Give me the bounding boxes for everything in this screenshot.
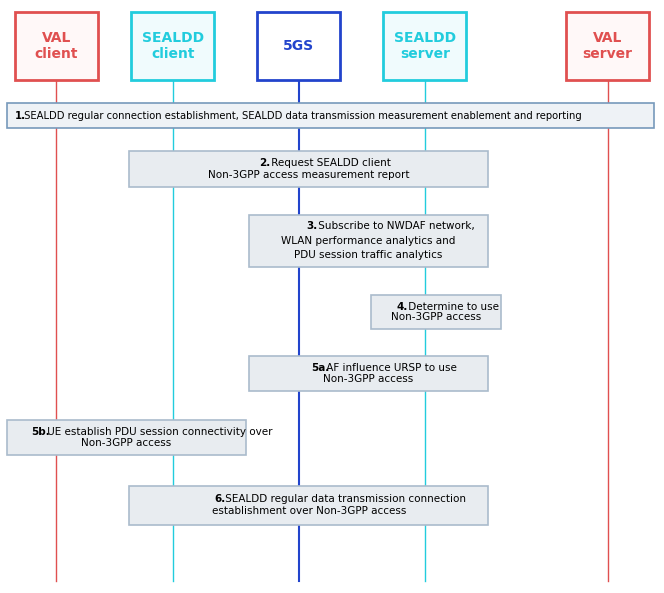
Text: Non-3GPP access: Non-3GPP access (391, 312, 481, 322)
FancyBboxPatch shape (371, 295, 501, 329)
FancyBboxPatch shape (249, 215, 488, 267)
Text: Request SEALDD client: Request SEALDD client (268, 158, 390, 168)
Text: VAL
client: VAL client (35, 31, 78, 61)
FancyBboxPatch shape (566, 12, 649, 80)
FancyBboxPatch shape (129, 486, 488, 525)
FancyBboxPatch shape (131, 12, 214, 80)
FancyBboxPatch shape (7, 103, 654, 128)
Text: 5GS: 5GS (284, 39, 314, 53)
Text: Non-3GPP access: Non-3GPP access (323, 374, 414, 384)
Text: 3.: 3. (307, 221, 318, 231)
Text: 2.: 2. (259, 158, 270, 168)
Text: Subscribe to NWDAF network,: Subscribe to NWDAF network, (315, 221, 475, 231)
Text: UE establish PDU session connectivity over: UE establish PDU session connectivity ov… (44, 428, 272, 438)
Text: 1.: 1. (15, 111, 26, 120)
Text: SEALDD
client: SEALDD client (141, 31, 204, 61)
Text: SEALDD regular connection establishment, SEALDD data transmission measurement en: SEALDD regular connection establishment,… (21, 111, 582, 120)
FancyBboxPatch shape (7, 420, 246, 455)
Text: AF influence URSP to use: AF influence URSP to use (323, 364, 457, 374)
Text: 4.: 4. (396, 302, 408, 312)
FancyBboxPatch shape (15, 12, 98, 80)
Text: Non-3GPP access measurement report: Non-3GPP access measurement report (208, 170, 410, 180)
Text: SEALDD regular data transmission connection: SEALDD regular data transmission connect… (222, 495, 466, 505)
Text: 5a.: 5a. (311, 364, 329, 374)
FancyBboxPatch shape (129, 151, 488, 187)
Text: WLAN performance analytics and: WLAN performance analytics and (282, 236, 456, 246)
FancyBboxPatch shape (249, 356, 488, 391)
FancyBboxPatch shape (384, 12, 467, 80)
Text: Non-3GPP access: Non-3GPP access (81, 438, 171, 448)
Text: 5b.: 5b. (31, 428, 50, 438)
Text: VAL
server: VAL server (582, 31, 633, 61)
Text: 6.: 6. (214, 495, 225, 505)
FancyBboxPatch shape (258, 12, 340, 80)
Text: Determine to use: Determine to use (405, 302, 499, 312)
Text: PDU session traffic analytics: PDU session traffic analytics (294, 250, 443, 260)
Text: SEALDD
server: SEALDD server (394, 31, 456, 61)
Text: establishment over Non-3GPP access: establishment over Non-3GPP access (212, 506, 406, 516)
